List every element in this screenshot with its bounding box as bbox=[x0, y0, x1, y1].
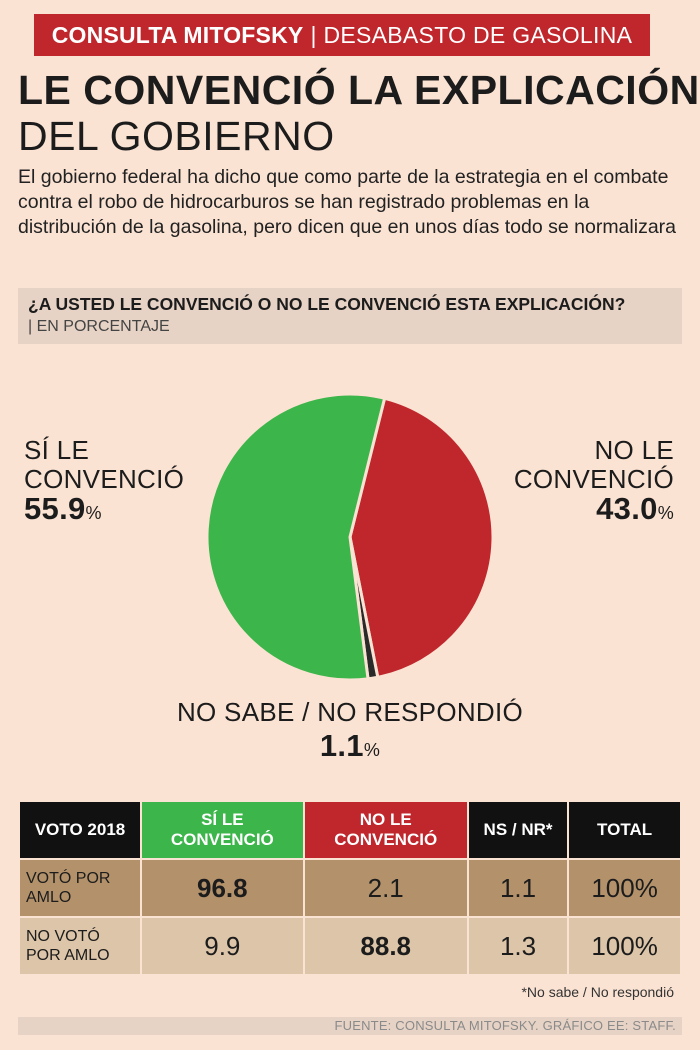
row-label: NO VOTÓ POR AMLO bbox=[20, 918, 141, 974]
row-label-line2: POR AMLO bbox=[26, 947, 110, 964]
header-kicker: CONSULTA MITOFSKY bbox=[51, 21, 304, 48]
pie-label-no-line1: NO LE bbox=[594, 435, 674, 465]
header-bar: CONSULTA MITOFSKY | DESABASTO DE GASOLIN… bbox=[34, 14, 650, 56]
table-row: VOTÓ POR AMLO 96.8 2.1 1.1 100% bbox=[20, 860, 680, 916]
pie-label-si: SÍ LE CONVENCIÓ 55.9% bbox=[24, 436, 184, 528]
cell-ns: 1.1 bbox=[468, 860, 568, 916]
col-header-total: TOTAL bbox=[569, 802, 680, 858]
col-header-no: NO LE CONVENCIÓ bbox=[304, 802, 467, 858]
cell-no: 2.1 bbox=[304, 860, 467, 916]
pie-label-no-line2: CONVENCIÓ bbox=[513, 464, 674, 494]
pie-label-no: NO LE CONVENCIÓ 43.0% bbox=[514, 436, 674, 528]
pie-slice-si bbox=[205, 392, 387, 682]
col-header-si-line2: CONVENCIÓ bbox=[170, 830, 274, 849]
row-label-line1: VOTÓ POR bbox=[26, 870, 111, 887]
pie-label-si-line2: CONVENCIÓ bbox=[24, 464, 185, 494]
cell-si: 96.8 bbox=[142, 860, 303, 916]
question-box: ¿A USTED LE CONVENCIÓ O NO LE CONVENCIÓ … bbox=[18, 288, 682, 344]
table-row: NO VOTÓ POR AMLO 9.9 88.8 1.3 100% bbox=[20, 918, 680, 974]
footnote: *No sabe / No respondió bbox=[521, 984, 674, 1000]
row-label-line1: NO VOTÓ bbox=[26, 928, 100, 945]
cell-si: 9.9 bbox=[142, 918, 303, 974]
col-header-si: SÍ LE CONVENCIÓ bbox=[142, 802, 303, 858]
cell-total: 100% bbox=[569, 918, 680, 974]
page-title: LE CONVENCIÓ LA EXPLICACIÓN bbox=[18, 67, 700, 113]
pie-value-si: 55.9 bbox=[24, 491, 86, 526]
col-header-voto: VOTO 2018 bbox=[20, 802, 141, 858]
cell-no: 88.8 bbox=[304, 918, 467, 974]
source-credit: FUENTE: CONSULTA MITOFSKY. GRÁFICO EE: S… bbox=[18, 1017, 682, 1035]
pie-unit-si: % bbox=[85, 503, 102, 523]
pie-value-no: 43.0 bbox=[596, 491, 658, 526]
col-header-si-line1: SÍ LE bbox=[201, 810, 244, 829]
header-separator: | bbox=[310, 21, 317, 48]
pie-label-si-line1: SÍ LE bbox=[24, 435, 90, 465]
pie-slice-no bbox=[348, 396, 495, 679]
page-subtitle: DEL GOBIERNO bbox=[18, 113, 335, 159]
col-header-no-line2: CONVENCIÓ bbox=[334, 830, 438, 849]
row-label-line2: AMLO bbox=[26, 889, 72, 906]
col-header-ns: NS / NR* bbox=[468, 802, 568, 858]
pie-unit-no: % bbox=[657, 503, 674, 523]
crosstab-table: VOTO 2018 SÍ LE CONVENCIÓ NO LE CONVENCI… bbox=[18, 800, 682, 976]
col-header-no-line1: NO LE bbox=[359, 810, 412, 829]
cell-ns: 1.3 bbox=[468, 918, 568, 974]
pie-label-ns: NO SABE / NO RESPONDIÓ 1.1% bbox=[0, 698, 700, 765]
pie-slices bbox=[205, 392, 495, 682]
pie-value-ns: 1.1 bbox=[319, 728, 364, 763]
header-topic: DESABASTO DE GASOLINA bbox=[323, 21, 633, 48]
survey-question: ¿A USTED LE CONVENCIÓ O NO LE CONVENCIÓ … bbox=[28, 294, 626, 314]
cell-total: 100% bbox=[569, 860, 680, 916]
pie-label-ns-line1: NO SABE / NO RESPONDIÓ bbox=[176, 697, 524, 727]
unit-note: | EN PORCENTAJE bbox=[28, 318, 170, 335]
pie-chart bbox=[205, 392, 495, 682]
lede-paragraph: El gobierno federal ha dicho que como pa… bbox=[18, 166, 677, 238]
row-label: VOTÓ POR AMLO bbox=[20, 860, 141, 916]
pie-unit-ns: % bbox=[363, 740, 381, 760]
table-header-row: VOTO 2018 SÍ LE CONVENCIÓ NO LE CONVENCI… bbox=[20, 802, 680, 858]
